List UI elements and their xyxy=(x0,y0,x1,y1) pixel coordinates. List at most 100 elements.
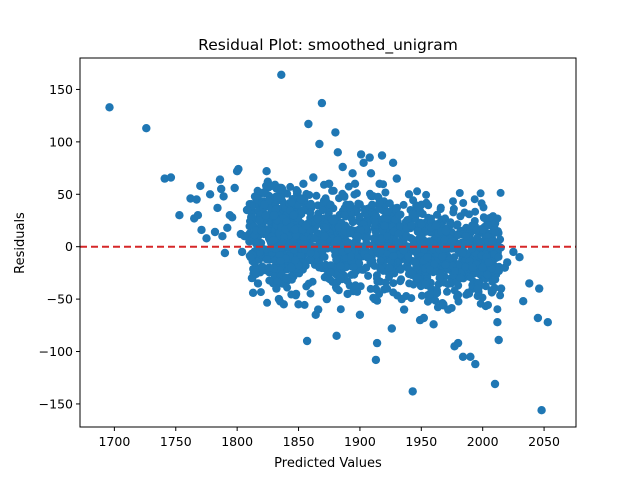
cluster-point xyxy=(449,204,458,213)
cluster-point xyxy=(313,215,322,224)
cluster-point xyxy=(396,223,405,232)
data-point xyxy=(320,232,329,241)
cluster-point xyxy=(431,296,440,305)
data-point xyxy=(289,211,298,220)
cluster-point xyxy=(261,211,270,220)
cluster-point xyxy=(459,199,468,207)
data-point xyxy=(328,216,338,225)
data-point xyxy=(197,225,206,235)
cluster-point xyxy=(450,286,459,295)
data-point xyxy=(166,173,176,182)
data-point xyxy=(493,318,502,327)
cluster-point xyxy=(478,226,487,234)
cluster-point xyxy=(394,238,403,247)
data-point xyxy=(382,284,392,293)
data-point xyxy=(343,289,352,299)
y-tick-label: 150 xyxy=(49,82,73,97)
data-point xyxy=(218,232,227,241)
x-axis-label: Predicted Values xyxy=(274,456,382,471)
data-point xyxy=(456,273,465,283)
cluster-point xyxy=(263,298,272,307)
cluster-point xyxy=(247,213,255,222)
x-tick-label: 1700 xyxy=(98,434,130,449)
cluster-point xyxy=(422,190,431,199)
data-point xyxy=(257,226,266,236)
data-point xyxy=(219,192,228,201)
data-point xyxy=(370,294,379,304)
y-tick-label: −150 xyxy=(39,396,73,411)
data-point xyxy=(284,242,293,251)
cluster-point xyxy=(417,232,425,241)
cluster-point xyxy=(475,269,484,278)
data-point xyxy=(333,148,342,157)
cluster-point xyxy=(344,182,353,191)
cluster-point xyxy=(456,268,465,276)
cluster-point xyxy=(282,217,291,226)
cluster-point xyxy=(389,288,398,297)
data-point xyxy=(419,313,428,323)
data-point xyxy=(315,139,324,149)
data-point xyxy=(215,175,225,184)
data-point xyxy=(341,221,350,230)
cluster-point xyxy=(476,189,485,198)
data-point xyxy=(535,284,544,293)
data-point xyxy=(317,98,327,108)
x-axis-ticks: 1700 1750 1800 1850 1900 1950 2000 2050 xyxy=(98,427,560,449)
data-point xyxy=(490,379,500,389)
data-point xyxy=(246,253,255,262)
cluster-point xyxy=(273,277,282,286)
cluster-point xyxy=(315,263,324,272)
cluster-point xyxy=(308,277,317,286)
cluster-point xyxy=(417,220,426,229)
y-tick-label: 50 xyxy=(57,187,73,202)
cluster-point xyxy=(293,242,301,251)
cluster-point xyxy=(252,239,260,248)
data-point xyxy=(359,158,368,167)
data-point xyxy=(272,284,281,293)
data-point xyxy=(466,352,475,361)
cluster-point xyxy=(336,305,345,314)
cluster-point xyxy=(461,262,470,271)
data-point xyxy=(503,258,512,267)
data-point xyxy=(431,221,441,230)
cluster-point xyxy=(326,261,335,270)
y-axis-label: Residuals xyxy=(13,212,28,274)
cluster-point xyxy=(423,297,432,306)
data-point xyxy=(404,190,414,199)
x-tick-label: 2000 xyxy=(467,434,499,449)
cluster-point xyxy=(409,196,418,205)
y-tick-label: 100 xyxy=(49,134,73,149)
cluster-point xyxy=(496,188,505,197)
cluster-point xyxy=(370,261,379,270)
cluster-point xyxy=(306,256,315,265)
data-point xyxy=(461,232,470,241)
data-point xyxy=(407,221,416,230)
cluster-point xyxy=(413,187,422,196)
cluster-point xyxy=(318,206,327,215)
cluster-point xyxy=(449,197,457,206)
cluster-point xyxy=(476,299,485,308)
cluster-point xyxy=(287,198,296,207)
data-point xyxy=(291,289,301,299)
data-point xyxy=(377,151,387,160)
cluster-point xyxy=(461,239,470,248)
cluster-point xyxy=(432,289,440,298)
data-point xyxy=(463,288,473,297)
cluster-point xyxy=(366,284,375,293)
data-point xyxy=(417,200,426,209)
cluster-point xyxy=(334,223,343,232)
x-tick-label: 1850 xyxy=(283,434,315,449)
data-point xyxy=(175,211,184,220)
data-point xyxy=(245,237,254,246)
data-point xyxy=(223,223,232,232)
cluster-point xyxy=(320,253,329,261)
cluster-point xyxy=(494,252,503,261)
data-point xyxy=(509,247,518,257)
data-point xyxy=(441,226,451,236)
cluster-point xyxy=(326,268,335,277)
data-point xyxy=(425,289,435,299)
data-point xyxy=(296,195,306,204)
cluster-point xyxy=(347,252,355,261)
data-point xyxy=(267,181,276,191)
